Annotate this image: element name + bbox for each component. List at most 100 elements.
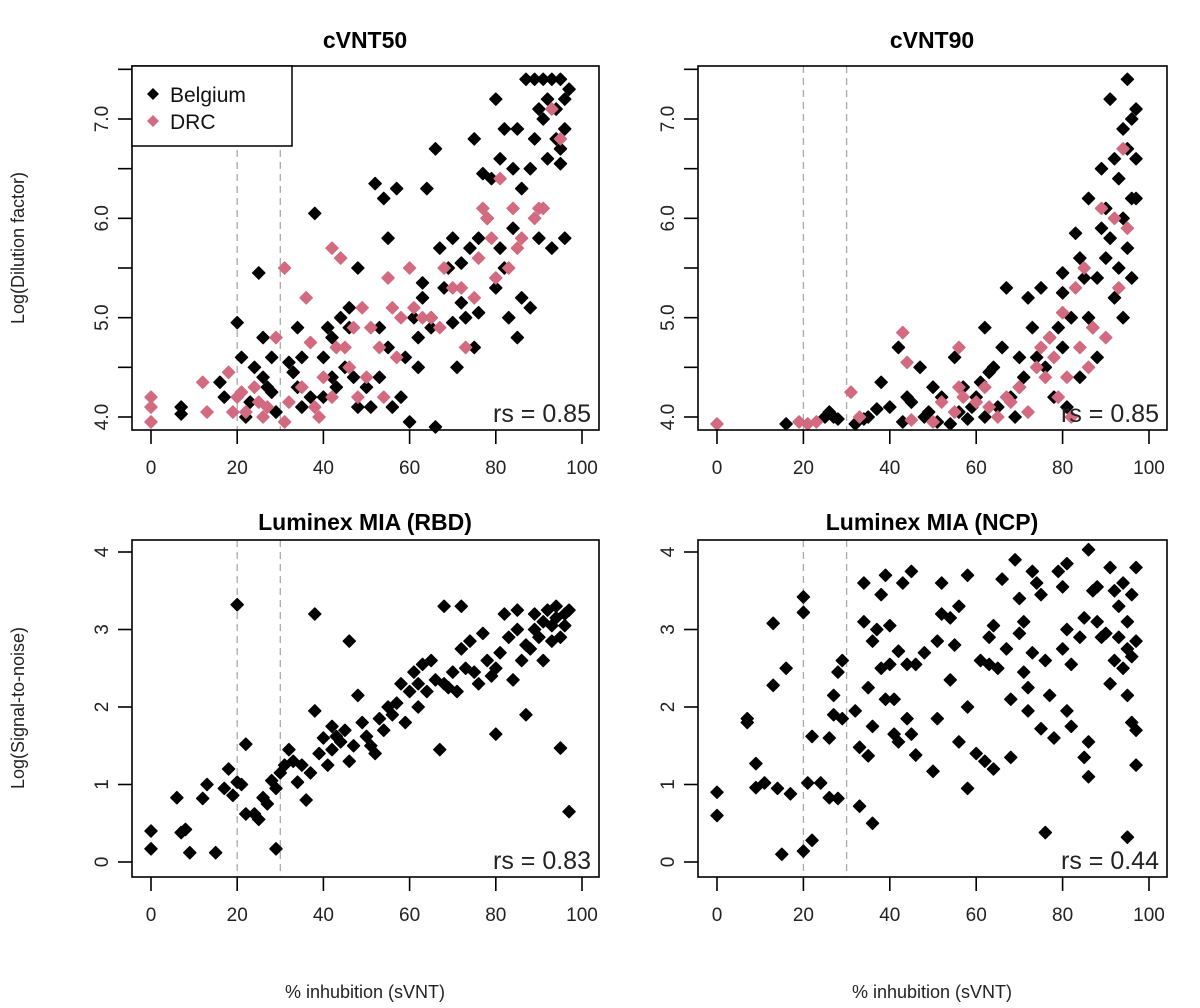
data-point (1099, 330, 1113, 345)
plot-frame (697, 539, 1168, 878)
data-point (510, 603, 525, 617)
data-point (831, 791, 845, 806)
plot-frame (697, 65, 1168, 431)
data-point (783, 787, 798, 801)
data-point (1120, 830, 1135, 844)
data-point (1094, 161, 1109, 176)
data-point (1099, 626, 1113, 641)
data-point (433, 241, 447, 255)
data-point (458, 340, 473, 355)
data-point (1112, 630, 1126, 644)
data-point (553, 72, 568, 87)
data-point (1112, 281, 1126, 295)
data-point (308, 400, 322, 414)
data-point (1103, 560, 1117, 575)
data-point (364, 400, 378, 414)
data-point (1112, 599, 1126, 613)
data-point (338, 723, 352, 737)
data-point (831, 412, 845, 426)
data-point (766, 678, 780, 693)
data-point (1090, 271, 1104, 285)
data-point (1012, 380, 1027, 394)
data-point (1129, 151, 1143, 166)
data-point (299, 793, 313, 807)
data-point (295, 758, 309, 772)
data-point (930, 711, 945, 726)
x-tick-label: 80 (485, 905, 506, 926)
data-point (1064, 310, 1078, 325)
y-tick-label: 3 (92, 624, 113, 635)
data-point (372, 340, 387, 355)
data-point (351, 688, 365, 703)
data-point (562, 804, 576, 819)
data-point (286, 365, 300, 380)
data-point (1008, 410, 1022, 424)
data-point (510, 330, 525, 345)
data-point (385, 400, 400, 414)
data-point (874, 587, 888, 602)
x-tick-label: 60 (966, 905, 987, 926)
data-point (553, 132, 568, 146)
data-point (437, 599, 451, 613)
data-point (1086, 320, 1100, 335)
data-point (269, 405, 283, 419)
data-point (1090, 615, 1104, 629)
data-point (260, 400, 275, 414)
data-point (523, 300, 538, 315)
data-point (217, 390, 232, 404)
data-point (510, 241, 525, 255)
legend: Belgium DRC (131, 65, 293, 147)
data-point (805, 833, 819, 848)
data-point (852, 410, 867, 424)
y-axis-label-signal: Log(Signal-to-noise) (8, 627, 28, 789)
x-tick-label: 0 (712, 905, 723, 926)
data-point (540, 92, 555, 106)
data-point (428, 142, 443, 156)
data-point (385, 708, 400, 722)
data-point (857, 576, 871, 590)
data-point (519, 708, 533, 722)
data-point (282, 355, 296, 370)
data-point (986, 618, 1001, 633)
data-point (1055, 642, 1070, 656)
data-point (1081, 191, 1096, 206)
data-point (1124, 649, 1139, 664)
data-point (870, 402, 884, 416)
data-point (454, 281, 469, 295)
series-drc (144, 102, 568, 429)
data-point (467, 665, 481, 679)
data-point (316, 350, 331, 365)
data-point (506, 201, 520, 216)
data-point (295, 400, 309, 414)
data-point (779, 661, 793, 675)
data-point (351, 400, 365, 414)
data-point (467, 291, 481, 305)
panel-3: 0 20 40 60 80 100 0 1 2 3 4 rs = 0.83 (92, 539, 600, 926)
data-point (333, 310, 348, 325)
y-tick-label: 5.0 (92, 304, 113, 330)
data-point (394, 310, 408, 325)
data-point (174, 400, 188, 414)
data-point (1055, 305, 1070, 320)
data-point (883, 657, 897, 672)
data-point (1107, 151, 1122, 166)
data-point (952, 340, 966, 355)
data-point (536, 112, 550, 126)
data-point (368, 746, 382, 761)
data-point (1047, 731, 1061, 745)
data-point (355, 300, 369, 315)
data-point (308, 206, 322, 221)
data-point (1129, 191, 1143, 206)
data-point (290, 775, 305, 789)
data-point (458, 310, 473, 325)
data-point (749, 756, 763, 771)
data-point (1107, 584, 1122, 598)
data-point (346, 739, 361, 753)
data-point (1064, 410, 1078, 424)
x-tick-label: 40 (313, 905, 334, 926)
data-point (1060, 370, 1074, 385)
data-point (527, 211, 542, 226)
x-tick-label: 100 (1133, 458, 1165, 479)
x-tick-label: 80 (485, 458, 506, 479)
